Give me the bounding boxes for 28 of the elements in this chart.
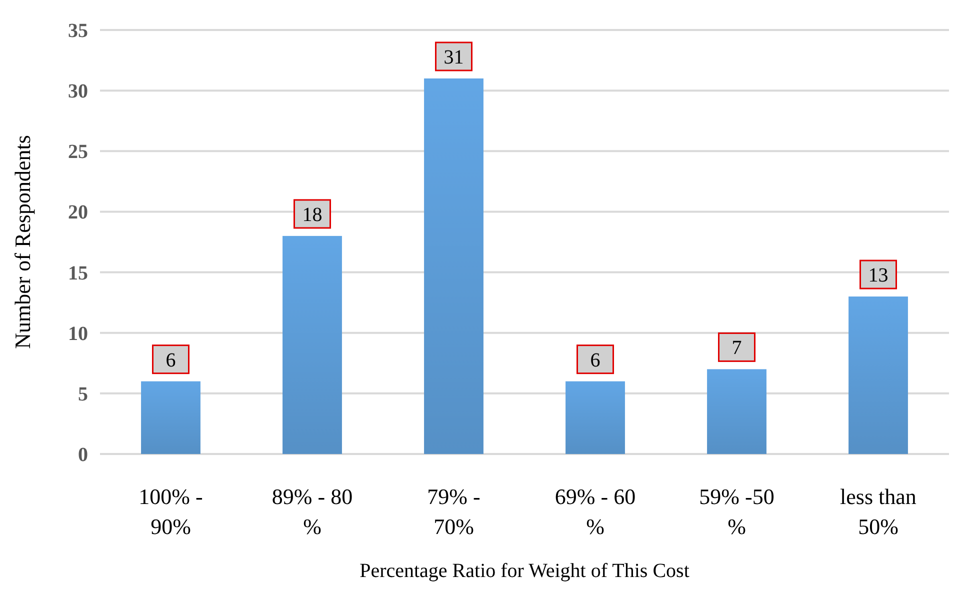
y-tick-label: 20 xyxy=(68,202,88,224)
bar xyxy=(707,369,766,454)
x-tick-label: 59% -50 % xyxy=(699,484,774,539)
bar xyxy=(424,78,484,454)
y-tick-label: 30 xyxy=(68,80,88,103)
y-tick-label: 15 xyxy=(68,262,88,284)
y-tick-label: 25 xyxy=(68,141,88,164)
bar xyxy=(282,236,342,454)
x-tick-label: 69% - 60 % xyxy=(554,484,636,539)
data-label: 6 xyxy=(590,349,600,372)
x-tick-label: 79% - 70% xyxy=(427,484,480,539)
y-tick-label: 10 xyxy=(68,322,88,345)
x-tick-label: less than 50% xyxy=(840,484,916,539)
bar xyxy=(848,296,908,454)
data-label: 31 xyxy=(444,46,464,68)
data-label: 7 xyxy=(732,337,742,360)
y-tick-label: 0 xyxy=(78,444,88,466)
y-tick-label: 35 xyxy=(68,20,88,42)
bar xyxy=(566,381,625,454)
x-axis-title: Percentage Ratio for Weight of This Cost xyxy=(360,560,690,582)
data-label: 6 xyxy=(166,349,176,372)
data-label: 13 xyxy=(868,264,888,287)
y-tick-label: 5 xyxy=(78,383,88,406)
bar xyxy=(141,381,200,454)
x-tick-label: 100% - 90% xyxy=(138,484,203,539)
data-label: 18 xyxy=(302,204,322,226)
y-axis-title: Number of Respondents xyxy=(10,135,35,349)
x-tick-label: 89% - 80 % xyxy=(272,484,353,539)
